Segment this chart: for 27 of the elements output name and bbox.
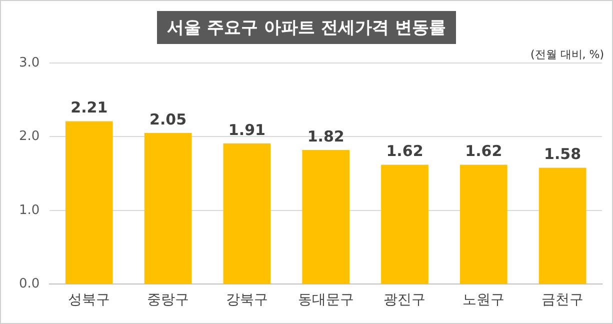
data-label: 2.05	[150, 110, 187, 128]
y-tick-label: 1.0	[18, 202, 40, 218]
x-tick-label: 강북구	[226, 292, 268, 308]
x-tick-label: 광진구	[384, 292, 426, 308]
bar	[144, 133, 192, 284]
data-label: 1.58	[544, 145, 582, 164]
data-label: 1.62	[465, 142, 502, 160]
x-tick-label: 성북구	[68, 292, 110, 308]
chart-title: 서울 주요구 아파트 전세가격 변동률	[157, 11, 456, 44]
x-tick-label: 중랑구	[147, 292, 190, 308]
y-tick-label: 2.0	[18, 129, 40, 144]
bar	[65, 121, 113, 284]
y-tick-label: 3.0	[18, 55, 40, 70]
bar	[381, 164, 428, 284]
chart-subtitle: (전월 대비, %)	[530, 47, 604, 62]
data-label: 1.62	[386, 142, 424, 160]
x-tick-label: 노원구	[462, 292, 505, 308]
data-label: 1.91	[228, 120, 266, 139]
y-tick-label: 0.0	[18, 276, 40, 292]
x-tick-label: 동대문구	[298, 292, 354, 308]
bar	[223, 143, 271, 284]
bar	[302, 150, 350, 284]
bar	[538, 168, 586, 284]
data-label: 1.82	[307, 127, 344, 146]
bar	[460, 164, 508, 284]
x-tick-label: 금천구	[542, 292, 584, 308]
data-label: 2.21	[70, 98, 108, 117]
